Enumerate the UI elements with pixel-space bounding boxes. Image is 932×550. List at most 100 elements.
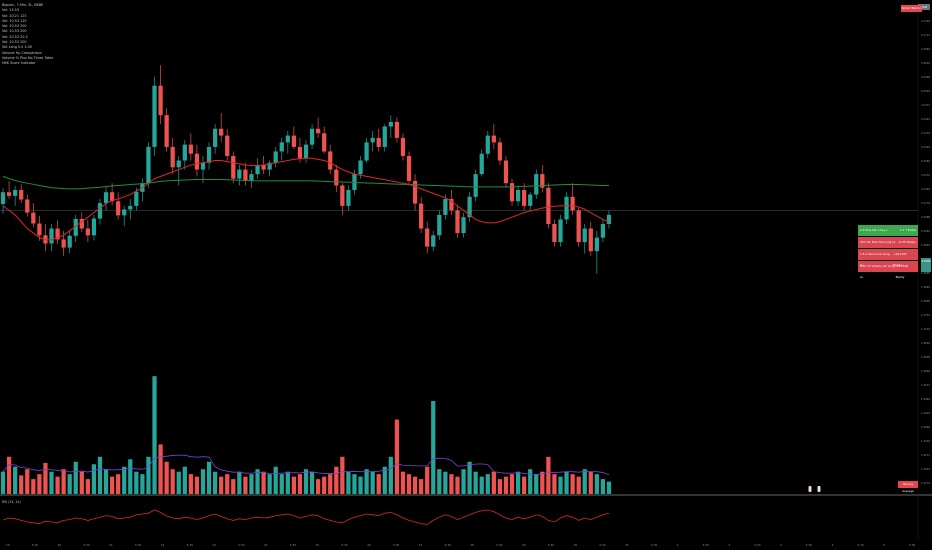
volume-bar xyxy=(534,474,539,494)
volume-bar xyxy=(170,469,175,494)
volume-bar xyxy=(0,471,6,494)
legend-line: Vol: 10.53 200 xyxy=(2,40,27,45)
candle-body xyxy=(564,196,569,220)
volume-bar xyxy=(61,469,66,494)
y-tick-label: 2.0088 xyxy=(921,215,930,219)
y-tick-label: 2.0328 xyxy=(921,145,930,149)
volume-bar xyxy=(91,464,97,494)
legend-line: Vol: 15.53 xyxy=(2,8,19,13)
volume-bar xyxy=(594,474,599,494)
volume-bar xyxy=(134,471,139,494)
volume-bar xyxy=(552,474,557,494)
ema-fast-line xyxy=(2,157,610,241)
volume-bar xyxy=(564,471,569,494)
indicator-legend: Bigcoin, 7-Min, 3L, BEBE Vol: 15.53 Vol: 2… xyxy=(2,3,53,67)
candle-body xyxy=(431,235,436,247)
candle-body xyxy=(382,126,387,147)
rsi-line xyxy=(2,509,610,525)
candle-body xyxy=(315,128,321,134)
candle-body xyxy=(116,201,121,216)
volume-bar xyxy=(19,475,24,494)
candle-body xyxy=(540,174,545,188)
y-tick-label: 2.0568 xyxy=(921,75,930,79)
volume-bar xyxy=(606,481,612,494)
candle-body xyxy=(461,217,466,234)
candle-body xyxy=(303,144,309,159)
volume-bar xyxy=(237,471,242,494)
volume-bar xyxy=(128,459,133,494)
volume-bar xyxy=(485,474,490,494)
x-tick-label: 19 xyxy=(6,543,10,547)
candle-body xyxy=(582,228,587,243)
volume-bar xyxy=(322,476,327,494)
candle-body xyxy=(340,185,345,206)
candle-body xyxy=(309,128,315,145)
volume-bar xyxy=(255,469,260,494)
x-tick-label: 5:30 xyxy=(393,543,400,547)
candle-body xyxy=(182,144,187,161)
candle-body xyxy=(394,121,400,138)
y-tick-label: 2.0136 xyxy=(921,201,930,205)
event-marker-icon xyxy=(808,486,812,492)
candle-body xyxy=(497,142,503,161)
y-tick-label: 2.0472 xyxy=(921,103,930,107)
volume-bar xyxy=(503,476,509,494)
currency-badge: USD xyxy=(918,4,930,10)
volume-bar xyxy=(303,469,309,494)
volume-bar xyxy=(182,466,187,494)
volume-bar xyxy=(194,476,200,494)
volume-bar xyxy=(152,376,157,494)
volume-bar xyxy=(509,474,515,494)
candle-body xyxy=(406,155,412,181)
volume-bar xyxy=(49,471,54,494)
volume-bar xyxy=(249,474,254,494)
volume-bar xyxy=(146,456,151,494)
candle-body xyxy=(594,237,599,252)
candle-body xyxy=(134,191,139,206)
candle-body xyxy=(225,135,230,156)
y-tick-label: 2.0616 xyxy=(921,61,930,65)
volume-bar xyxy=(67,474,72,494)
volume-bar xyxy=(479,476,484,494)
volume-bar xyxy=(425,466,430,494)
candle-body xyxy=(412,180,418,204)
volume-bar xyxy=(158,444,163,494)
ema-slow-line xyxy=(2,175,609,190)
event-marker-icon xyxy=(817,486,821,492)
candle-body xyxy=(122,209,127,216)
candle-body xyxy=(606,214,612,224)
candle-body xyxy=(170,146,175,168)
volume-bar xyxy=(43,463,48,494)
volume-bar xyxy=(285,471,290,494)
y-tick-label: 1.9416 xyxy=(921,411,930,415)
candle-body xyxy=(376,137,381,147)
candle-body xyxy=(67,235,72,248)
candle-body xyxy=(164,115,169,147)
y-tick-label: 1.9800 xyxy=(921,299,930,303)
candle-body xyxy=(534,174,539,195)
x-tick-label: 31 xyxy=(625,543,629,547)
candle-body xyxy=(128,205,133,210)
volume-bar xyxy=(406,474,412,494)
y-tick-label: 2.0712 xyxy=(921,33,930,37)
candle-body xyxy=(552,223,557,243)
y-tick-label: 1.9224 xyxy=(921,467,930,471)
candle-body xyxy=(588,228,593,252)
volume-bar xyxy=(588,471,593,494)
candle-body xyxy=(419,203,424,229)
candle-body xyxy=(231,155,236,179)
x-tick-label: 5:30 xyxy=(806,543,813,547)
y-tick-label: 1.9896 xyxy=(921,271,930,275)
y-tick-label: 1.9848 xyxy=(921,285,930,289)
pnl-table: 1 Z Plus hib: Long x 2.7 T Bullet 33.5 Z1 … xyxy=(858,225,918,279)
pnl-row-value: 2.7 T Bullet xyxy=(900,228,916,232)
candle-body xyxy=(443,199,448,215)
volume-bar xyxy=(582,469,587,494)
legend-line: Vol: 10.53 120 xyxy=(2,18,27,23)
volume-bar xyxy=(103,469,109,494)
candle-body xyxy=(200,162,206,170)
y-tick-label: 1.9512 xyxy=(921,383,930,387)
volume-bar xyxy=(558,476,563,494)
x-tick-label: 5:30 xyxy=(703,543,710,547)
volume-bar xyxy=(31,479,36,494)
